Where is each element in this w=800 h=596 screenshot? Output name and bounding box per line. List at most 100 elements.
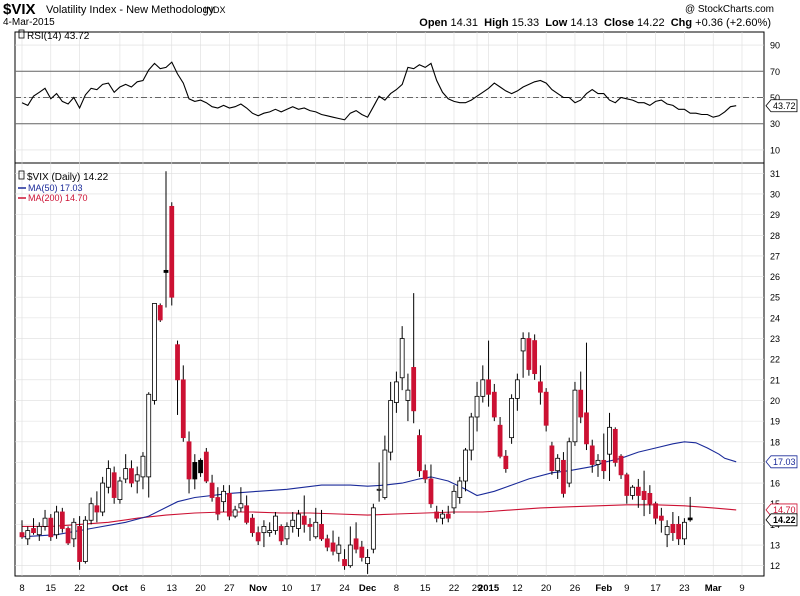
candle	[244, 495, 250, 525]
candle	[31, 518, 36, 535]
candle-body	[140, 455, 146, 478]
rsi-level-lines	[15, 70, 764, 125]
candle	[468, 412, 474, 461]
candle	[445, 505, 451, 523]
candle	[238, 487, 244, 512]
x-tick-label: Dec	[359, 583, 376, 594]
candle	[514, 373, 520, 411]
candle-body	[319, 523, 324, 540]
candle	[221, 485, 227, 512]
candle-body	[106, 468, 111, 488]
low-label: Low	[545, 17, 568, 29]
open-label: Open	[419, 17, 448, 29]
rsi-line	[21, 61, 737, 121]
candle-body	[670, 523, 676, 534]
candle	[463, 447, 468, 492]
rsi-tick-label: 70	[770, 67, 780, 77]
price-panel-frame	[14, 162, 765, 577]
candle	[111, 466, 117, 504]
candle-body	[595, 459, 601, 465]
candle-body	[612, 428, 618, 463]
candle-body	[249, 517, 255, 534]
candle-body	[514, 379, 520, 399]
x-tick-label: 17	[650, 583, 661, 594]
candle	[203, 447, 209, 484]
candle	[682, 518, 687, 546]
candle	[417, 429, 422, 477]
candle-body	[417, 435, 422, 472]
candle	[140, 452, 146, 490]
close-tag: 14.22	[765, 513, 798, 527]
candle	[422, 464, 428, 484]
candle	[284, 522, 290, 546]
candle	[555, 454, 561, 479]
candle-body	[641, 490, 647, 500]
candle	[572, 381, 578, 446]
x-tick-label: 13	[166, 583, 177, 594]
candle-body	[422, 470, 428, 480]
candle	[267, 522, 273, 537]
chg-value: +0.36 (+2.60%)	[695, 17, 771, 29]
candle-body	[353, 538, 359, 550]
candle	[186, 431, 192, 494]
rsi-tick-label: 90	[770, 41, 780, 51]
candle-body	[538, 381, 543, 393]
candle-body	[244, 505, 250, 523]
candle-body	[36, 526, 42, 536]
candle-body	[129, 468, 134, 484]
candle	[486, 340, 491, 407]
candle-body	[54, 511, 59, 536]
candle-body	[111, 472, 117, 498]
candle-body	[71, 521, 77, 540]
candle-body	[411, 367, 417, 412]
candle-body	[474, 395, 480, 418]
candle	[25, 526, 31, 546]
candle	[100, 476, 106, 517]
price-tick-label: 27	[770, 251, 780, 261]
x-tick-label: 12	[512, 583, 523, 594]
x-tick-label: 29	[472, 583, 483, 594]
x-tick-label: Oct	[112, 583, 129, 594]
candle-body	[347, 544, 353, 567]
candle-body	[566, 441, 572, 484]
ma200-tag-text: 14.70	[773, 505, 796, 515]
price-tick-label: 22	[770, 355, 780, 365]
candle	[175, 340, 180, 415]
close-tag-text: 14.22	[773, 515, 796, 525]
candle	[226, 485, 232, 521]
candle-body	[192, 462, 198, 480]
x-tick-label: 9	[624, 583, 629, 594]
candle	[376, 462, 382, 502]
candle-body	[509, 398, 515, 439]
candle-body	[532, 340, 538, 375]
x-tick-label: 23	[679, 583, 690, 594]
low-value: 14.13	[570, 17, 598, 29]
legend-ma50-text: MA(50) 17.03	[28, 183, 83, 193]
candle-body	[146, 393, 152, 478]
candle-body	[503, 455, 509, 470]
candle	[393, 371, 399, 413]
price-tick-label: 24	[770, 313, 780, 323]
candle	[388, 381, 394, 461]
candle-body	[405, 389, 411, 401]
candle-body	[480, 379, 486, 397]
candle	[106, 460, 111, 494]
candle	[54, 505, 59, 539]
candle	[503, 450, 509, 473]
candle-body	[221, 490, 227, 503]
x-tick-label: 6	[140, 583, 145, 594]
candle	[88, 497, 94, 525]
candle	[618, 454, 624, 479]
candle-body	[19, 532, 25, 538]
candle	[670, 511, 676, 541]
price-tick-label: 23	[770, 334, 780, 344]
candle-body	[676, 523, 682, 540]
candle	[612, 427, 618, 467]
candle	[342, 549, 347, 570]
rsi-y-axis: 10 30 50 70 90	[770, 41, 780, 156]
candle-body	[440, 513, 445, 519]
candle-body	[134, 474, 140, 482]
candle-body	[278, 526, 284, 542]
candle-body	[31, 528, 36, 534]
